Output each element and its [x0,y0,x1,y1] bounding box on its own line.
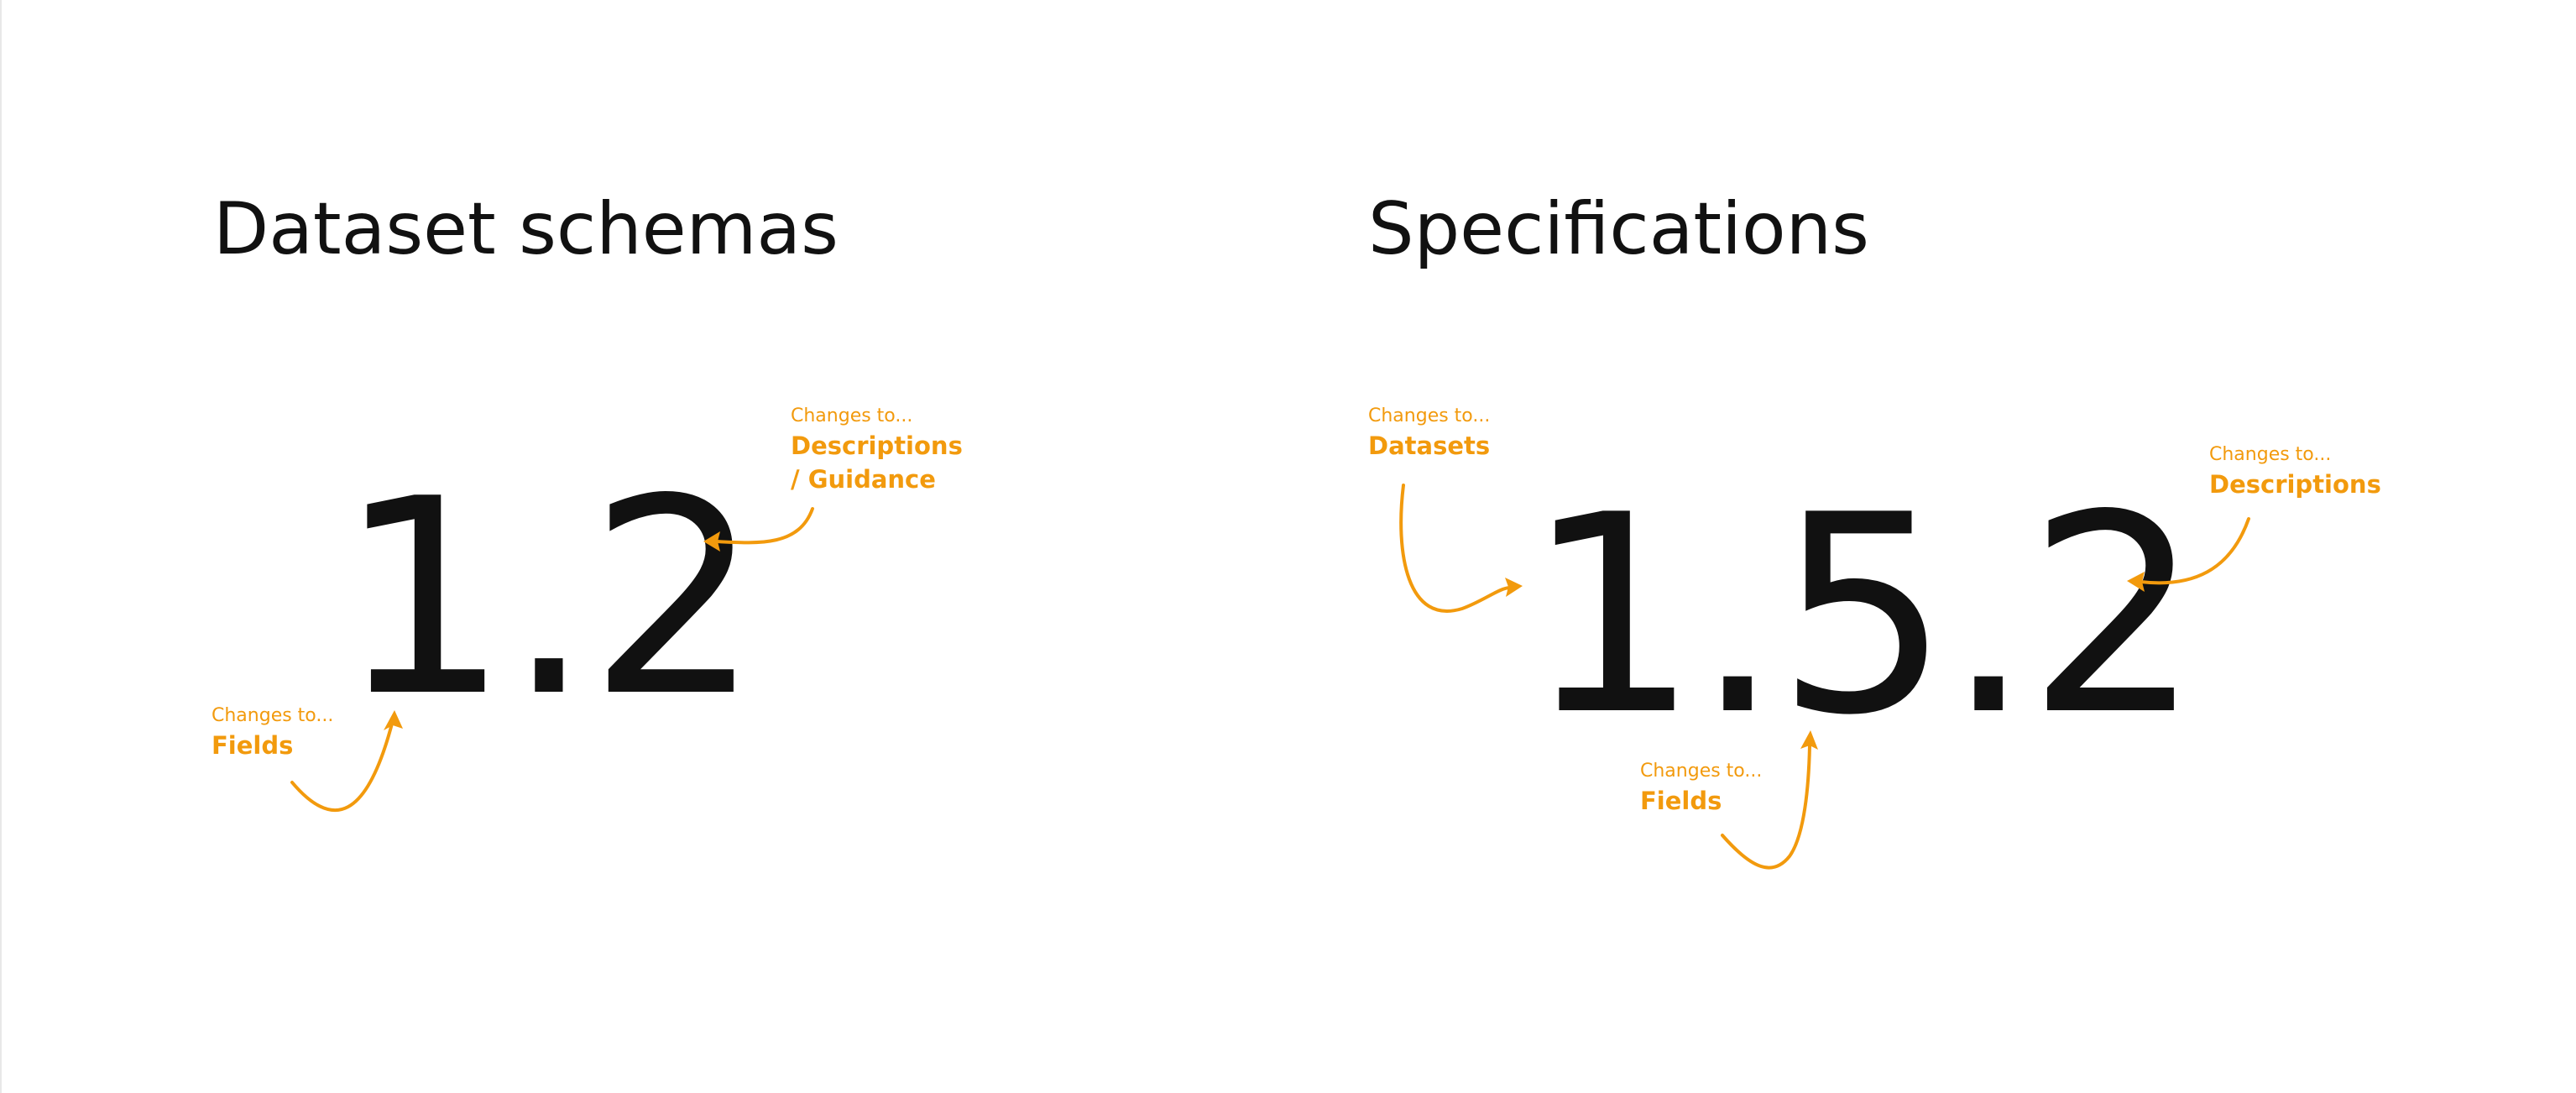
annotation-label-line: Descriptions [791,431,963,460]
annotation-prefix: Changes to... [1368,405,1491,426]
annotation-label-line: / Guidance [791,465,936,494]
spec-patch-annotation: Changes to... Descriptions [2209,442,2381,501]
dataset-minor-annotation: Changes to... Descriptions / Guidance [791,404,963,496]
annotation-prefix: Changes to... [791,405,913,426]
dataset-schemas-title: Dataset schemas [213,187,839,271]
annotation-label: Datasets [1368,431,1491,460]
annotation-prefix: Changes to... [2209,444,2332,465]
annotation-label: Fields [212,731,294,760]
spec-minor-annotation: Changes to... Fields [1640,759,1762,818]
dataset-schema-version: 1.2 [337,441,760,756]
spec-major-annotation: Changes to... Datasets [1368,404,1490,463]
specification-version: 1.5.2 [1525,456,2201,775]
annotation-prefix: Changes to... [1640,761,1763,782]
dataset-major-annotation: Changes to... Fields [212,703,333,762]
annotation-label: Fields [1640,787,1722,815]
annotation-prefix: Changes to... [212,705,334,726]
specifications-title: Specifications [1368,187,1869,271]
arrow-to-spec-major [1399,484,1523,613]
annotation-label: Descriptions [2209,470,2381,499]
